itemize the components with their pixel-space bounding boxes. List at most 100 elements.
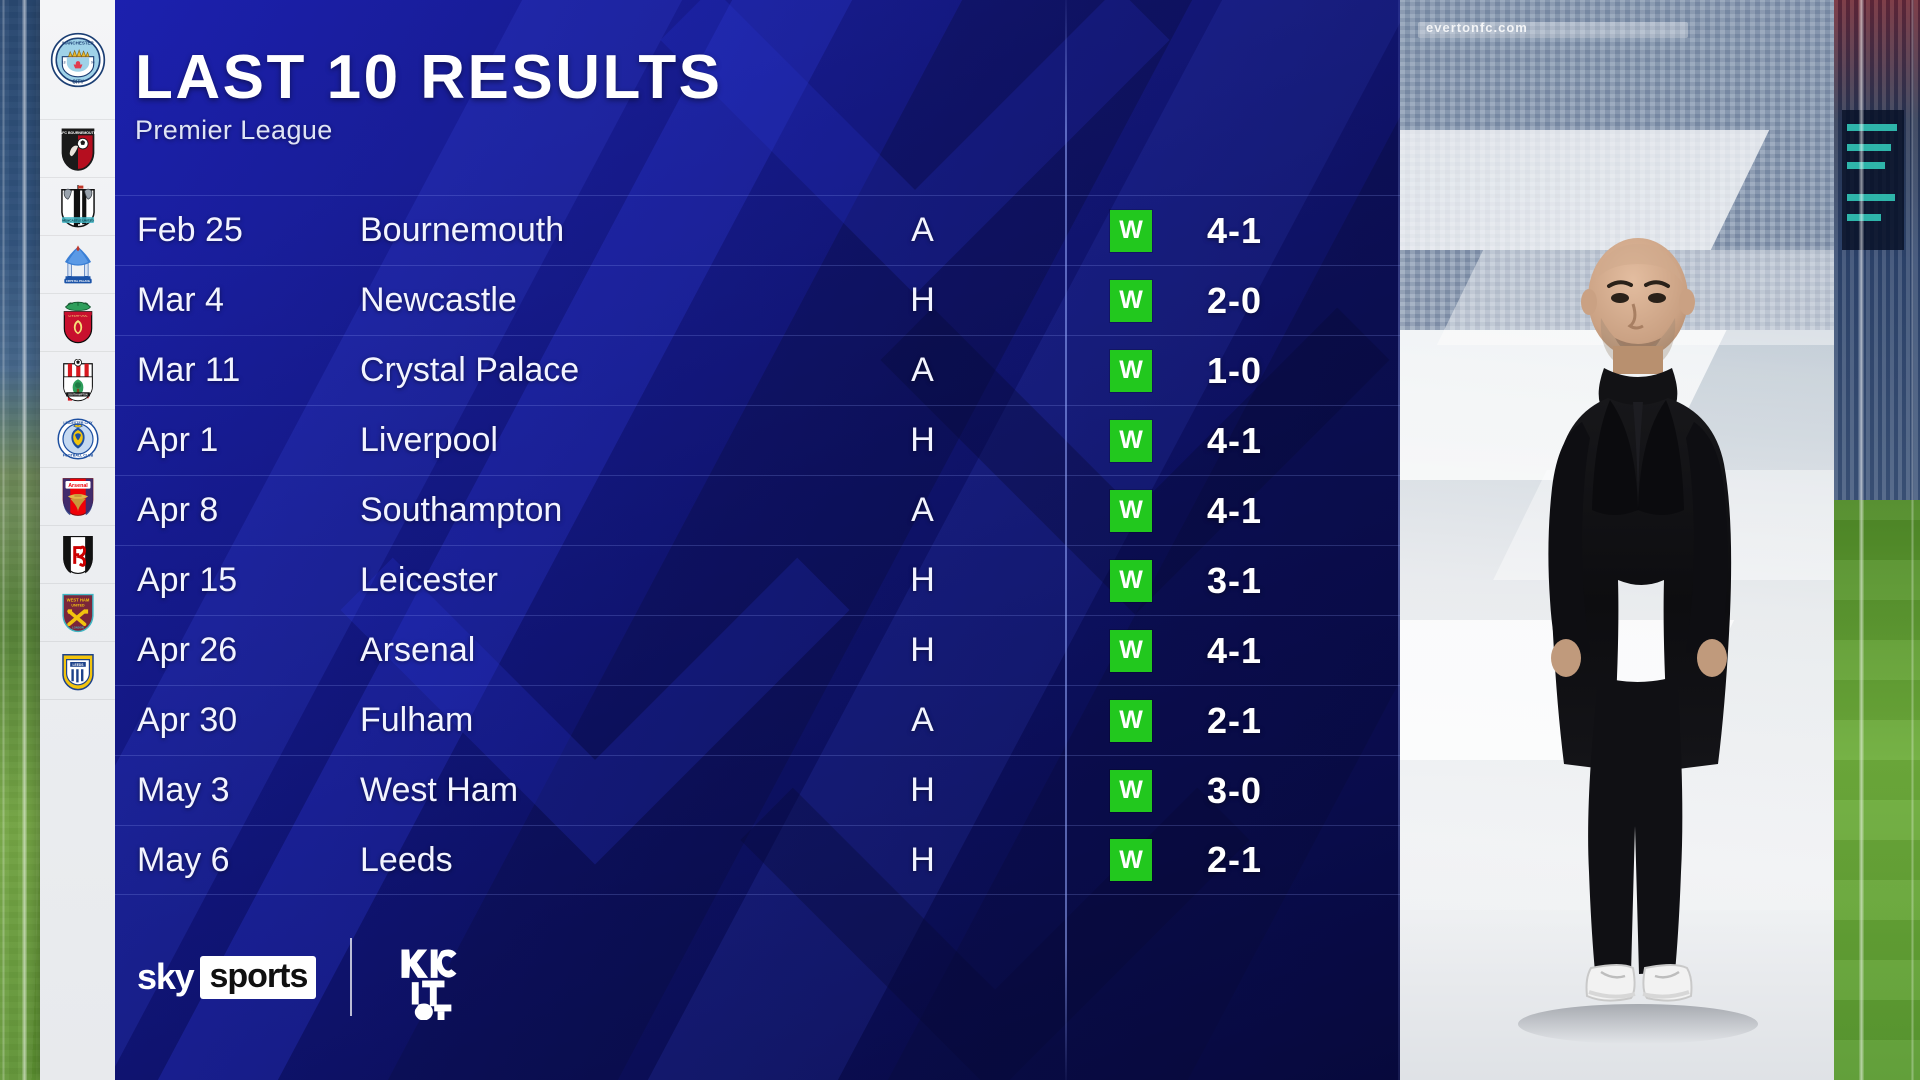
table-row: May 6 Leeds H W 2-1: [115, 825, 1400, 895]
stadium-big-screen: [1842, 110, 1904, 250]
stadium-sliver-right: [1834, 0, 1920, 1080]
svg-text:CITY: CITY: [72, 79, 84, 85]
row-result-cell: W: [1065, 279, 1197, 322]
row-date: Apr 26: [137, 631, 238, 669]
crest-bournemouth: AFC BOURNEMOUTH: [40, 120, 115, 178]
row-venue: H: [910, 421, 935, 459]
svg-text:MANCHESTER: MANCHESTER: [62, 40, 94, 45]
stadium-mullion-right: [1859, 0, 1864, 1080]
kick-it-out-logo: [386, 934, 472, 1021]
column-divider: [1065, 0, 1067, 1080]
row-venue: H: [910, 561, 935, 599]
svg-text:LIVERPOOL: LIVERPOOL: [68, 313, 87, 317]
svg-text:18: 18: [61, 60, 65, 64]
row-date: Mar 11: [137, 351, 241, 389]
crest-leicester-city: LEICESTER CITY FOOTBALL CLUB: [40, 410, 115, 468]
row-score: 4-1: [1207, 489, 1263, 531]
page-title: LAST 10 RESULTS: [135, 43, 723, 112]
svg-text:NEWCASTLE UNITED: NEWCASTLE UNITED: [62, 218, 95, 222]
table-row: Apr 1 Liverpool H W 4-1: [115, 405, 1400, 475]
result-badge: W: [1110, 769, 1152, 812]
svg-text:Arsenal: Arsenal: [68, 482, 88, 488]
row-venue: A: [911, 701, 934, 739]
graphic-header: LAST 10 RESULTS Premier League: [135, 46, 723, 146]
results-table: Feb 25 Bournemouth A W 4-1 Mar 4 Newcastle H W 2-…: [115, 195, 1400, 895]
row-venue: H: [910, 840, 935, 879]
manager-photo: [1517, 238, 1758, 1044]
row-date: Mar 4: [137, 281, 224, 319]
club-crest-rail: MANCHESTER CITY 18 94 AFC BOURNEMOUTH: [40, 0, 115, 1080]
row-opponent: Leicester: [360, 561, 498, 599]
table-row: Apr 15 Leicester H W 3-1: [115, 545, 1400, 615]
result-badge: W: [1110, 629, 1152, 672]
sliver-pitch: [1834, 500, 1920, 1080]
footer-logos: sky sports: [137, 934, 472, 1021]
stadium-mullion-left: [22, 0, 27, 1080]
svg-text:LEEDS: LEEDS: [72, 663, 84, 667]
row-date: Apr 15: [137, 561, 238, 599]
row-result-cell: W: [1065, 419, 1197, 462]
svg-text:WEST HAM: WEST HAM: [66, 597, 89, 602]
table-row: Feb 25 Bournemouth A W 4-1: [115, 195, 1400, 265]
crest-southampton: SOUTHAMPTON: [40, 352, 115, 410]
row-score: 3-1: [1207, 559, 1263, 601]
row-venue: A: [911, 351, 934, 389]
row-score: 2-0: [1207, 279, 1263, 321]
row-score: 4-1: [1207, 209, 1263, 251]
row-score: 2-1: [1207, 699, 1263, 741]
row-venue: A: [911, 211, 934, 249]
row-venue: H: [910, 281, 935, 319]
svg-text:UNITED: UNITED: [71, 603, 85, 607]
row-result-cell: W: [1065, 489, 1197, 532]
row-date: May 3: [137, 771, 230, 809]
row-opponent: Fulham: [360, 701, 474, 739]
crest-liverpool: LIVERPOOL: [40, 294, 115, 352]
stadium-mullion-right-2: [1911, 0, 1914, 1080]
svg-text:AFC BOURNEMOUTH: AFC BOURNEMOUTH: [60, 131, 96, 135]
row-opponent: Arsenal: [360, 631, 476, 669]
row-date: May 6: [137, 840, 230, 879]
hoarding-text: evertonfc.com: [1426, 20, 1528, 35]
row-venue: H: [910, 631, 935, 669]
row-date: Apr 8: [137, 491, 219, 529]
pitch-hoarding: [1418, 22, 1688, 38]
svg-text:CRYSTAL PALACE: CRYSTAL PALACE: [65, 279, 89, 283]
table-row: Apr 30 Fulham A W 2-1: [115, 685, 1400, 755]
result-badge: W: [1110, 279, 1152, 322]
stadium-mullion-left-2: [2, 0, 5, 1080]
result-badge: W: [1110, 839, 1152, 881]
row-venue: H: [910, 771, 935, 809]
row-date: Apr 1: [137, 421, 219, 459]
crest-crystal-palace: CRYSTAL PALACE: [40, 236, 115, 294]
row-opponent: West Ham: [360, 771, 519, 809]
crest-manchester-city: MANCHESTER CITY 18 94: [40, 0, 115, 120]
table-row: Apr 8 Southampton A W 4-1: [115, 475, 1400, 545]
sliver-crowd: [1834, 0, 1920, 500]
row-opponent: Liverpool: [360, 421, 498, 459]
result-badge: W: [1110, 699, 1152, 742]
svg-text:FOOTBALL CLUB: FOOTBALL CLUB: [62, 453, 93, 457]
sky-sports-logo: sky sports: [137, 955, 317, 999]
row-opponent: Crystal Palace: [360, 351, 580, 389]
row-result-cell: W: [1065, 699, 1197, 742]
svg-text:LONDON: LONDON: [72, 625, 84, 629]
svg-text:SOUTHAMPTON: SOUTHAMPTON: [68, 393, 88, 396]
svg-text:LEICESTER CITY: LEICESTER CITY: [63, 421, 93, 425]
results-panel: LAST 10 RESULTS Premier League Feb 25 Bou…: [115, 0, 1400, 1080]
crest-newcastle-united: NEWCASTLE UNITED: [40, 178, 115, 236]
result-badge: W: [1110, 419, 1152, 462]
footer-divider: [350, 938, 353, 1016]
result-badge: W: [1110, 209, 1152, 252]
result-badge: W: [1110, 349, 1152, 392]
table-row: Mar 4 Newcastle H W 2-0: [115, 265, 1400, 335]
crest-leeds-united: LEEDS: [40, 642, 115, 700]
panel-overlay: [115, 0, 1400, 1080]
competition-subtitle: Premier League: [135, 115, 333, 146]
row-opponent: Southampton: [360, 491, 563, 529]
crest-arsenal: Arsenal: [40, 468, 115, 526]
studio-floor: [1400, 910, 1875, 1080]
row-result-cell: W: [1065, 559, 1197, 602]
row-opponent: Leeds: [360, 840, 453, 879]
row-result-cell: W: [1065, 349, 1197, 392]
row-score: 4-1: [1207, 629, 1263, 671]
